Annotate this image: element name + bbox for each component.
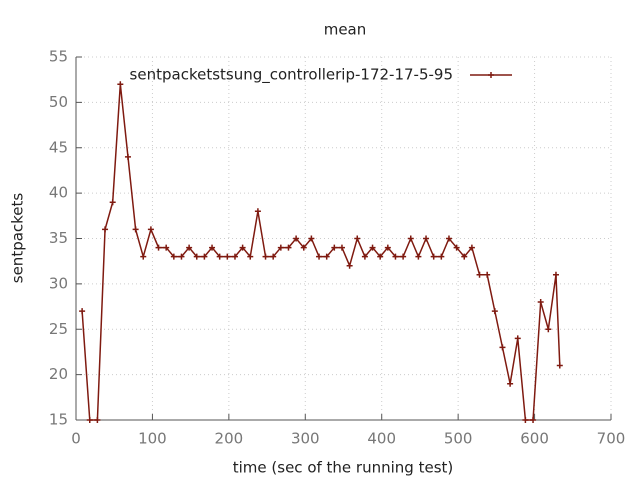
marker	[247, 253, 254, 260]
marker	[285, 244, 292, 251]
x-tick-label: 500	[444, 430, 473, 448]
marker	[262, 253, 269, 260]
y-axis-label: sentpackets	[9, 193, 27, 284]
marker	[331, 244, 338, 251]
marker	[293, 235, 300, 242]
line	[81, 84, 561, 421]
marker	[239, 244, 246, 251]
x-axis-label: time (sec of the running test)	[233, 459, 454, 477]
marker	[140, 253, 147, 260]
marker	[552, 271, 559, 278]
marker	[132, 226, 139, 233]
marker	[193, 253, 200, 260]
marker	[102, 226, 109, 233]
y-tick-label: 30	[49, 274, 68, 292]
y-tick-label: 15	[49, 411, 68, 429]
marker	[537, 299, 544, 306]
y-tick-label: 35	[49, 229, 68, 247]
marker	[491, 308, 498, 315]
y-tick-label: 55	[49, 48, 68, 66]
chart-title: mean	[324, 21, 367, 39]
marker	[545, 326, 552, 333]
marker	[369, 244, 376, 251]
x-tick-label: 100	[138, 430, 167, 448]
marker	[117, 81, 124, 88]
marker	[461, 253, 468, 260]
marker	[438, 253, 445, 260]
x-tick-label: 700	[597, 430, 626, 448]
marker	[209, 244, 216, 251]
marker	[109, 199, 116, 206]
marker	[445, 235, 452, 242]
marker	[354, 235, 361, 242]
marker	[430, 253, 437, 260]
marker	[124, 153, 131, 160]
marker	[384, 244, 391, 251]
marker	[507, 380, 514, 387]
y-tick-label: 45	[49, 138, 68, 156]
marker	[453, 244, 460, 251]
marker	[300, 244, 307, 251]
marker	[170, 253, 177, 260]
marker	[499, 344, 506, 351]
marker	[522, 417, 529, 423]
marker	[530, 417, 537, 423]
marker	[79, 308, 86, 315]
marker	[270, 253, 277, 260]
marker	[377, 253, 384, 260]
y-tick-label: 50	[49, 93, 68, 111]
marker	[147, 226, 154, 233]
marker	[178, 253, 185, 260]
y-tick-label: 40	[49, 184, 68, 202]
y-tick-label: 20	[49, 365, 68, 383]
marker	[484, 271, 491, 278]
marker	[361, 253, 368, 260]
marker	[94, 417, 101, 423]
marker	[338, 244, 345, 251]
marker	[415, 253, 422, 260]
marker	[346, 262, 353, 269]
marker	[423, 235, 430, 242]
x-tick-label: 300	[291, 430, 320, 448]
x-tick-label: 0	[71, 430, 81, 448]
marker	[224, 253, 231, 260]
marker	[316, 253, 323, 260]
marker	[86, 417, 93, 423]
marker	[323, 253, 330, 260]
marker	[514, 335, 521, 342]
marker	[556, 362, 563, 369]
x-tick-label: 600	[520, 430, 549, 448]
marker	[216, 253, 223, 260]
marker	[254, 208, 261, 215]
marker	[476, 271, 483, 278]
marker	[407, 235, 414, 242]
marker	[163, 244, 170, 251]
marker	[231, 253, 238, 260]
marker	[155, 244, 162, 251]
marker	[186, 244, 193, 251]
x-tick-label: 400	[367, 430, 396, 448]
marker	[277, 244, 284, 251]
x-tick-label: 200	[215, 430, 244, 448]
marker	[392, 253, 399, 260]
y-tick-label: 25	[49, 320, 68, 338]
legend-label: sentpacketstsung_controllerip-172-17-5-9…	[130, 66, 453, 85]
legend-marker	[488, 72, 494, 78]
marker	[400, 253, 407, 260]
marker	[468, 244, 475, 251]
marker	[201, 253, 208, 260]
marker	[308, 235, 315, 242]
